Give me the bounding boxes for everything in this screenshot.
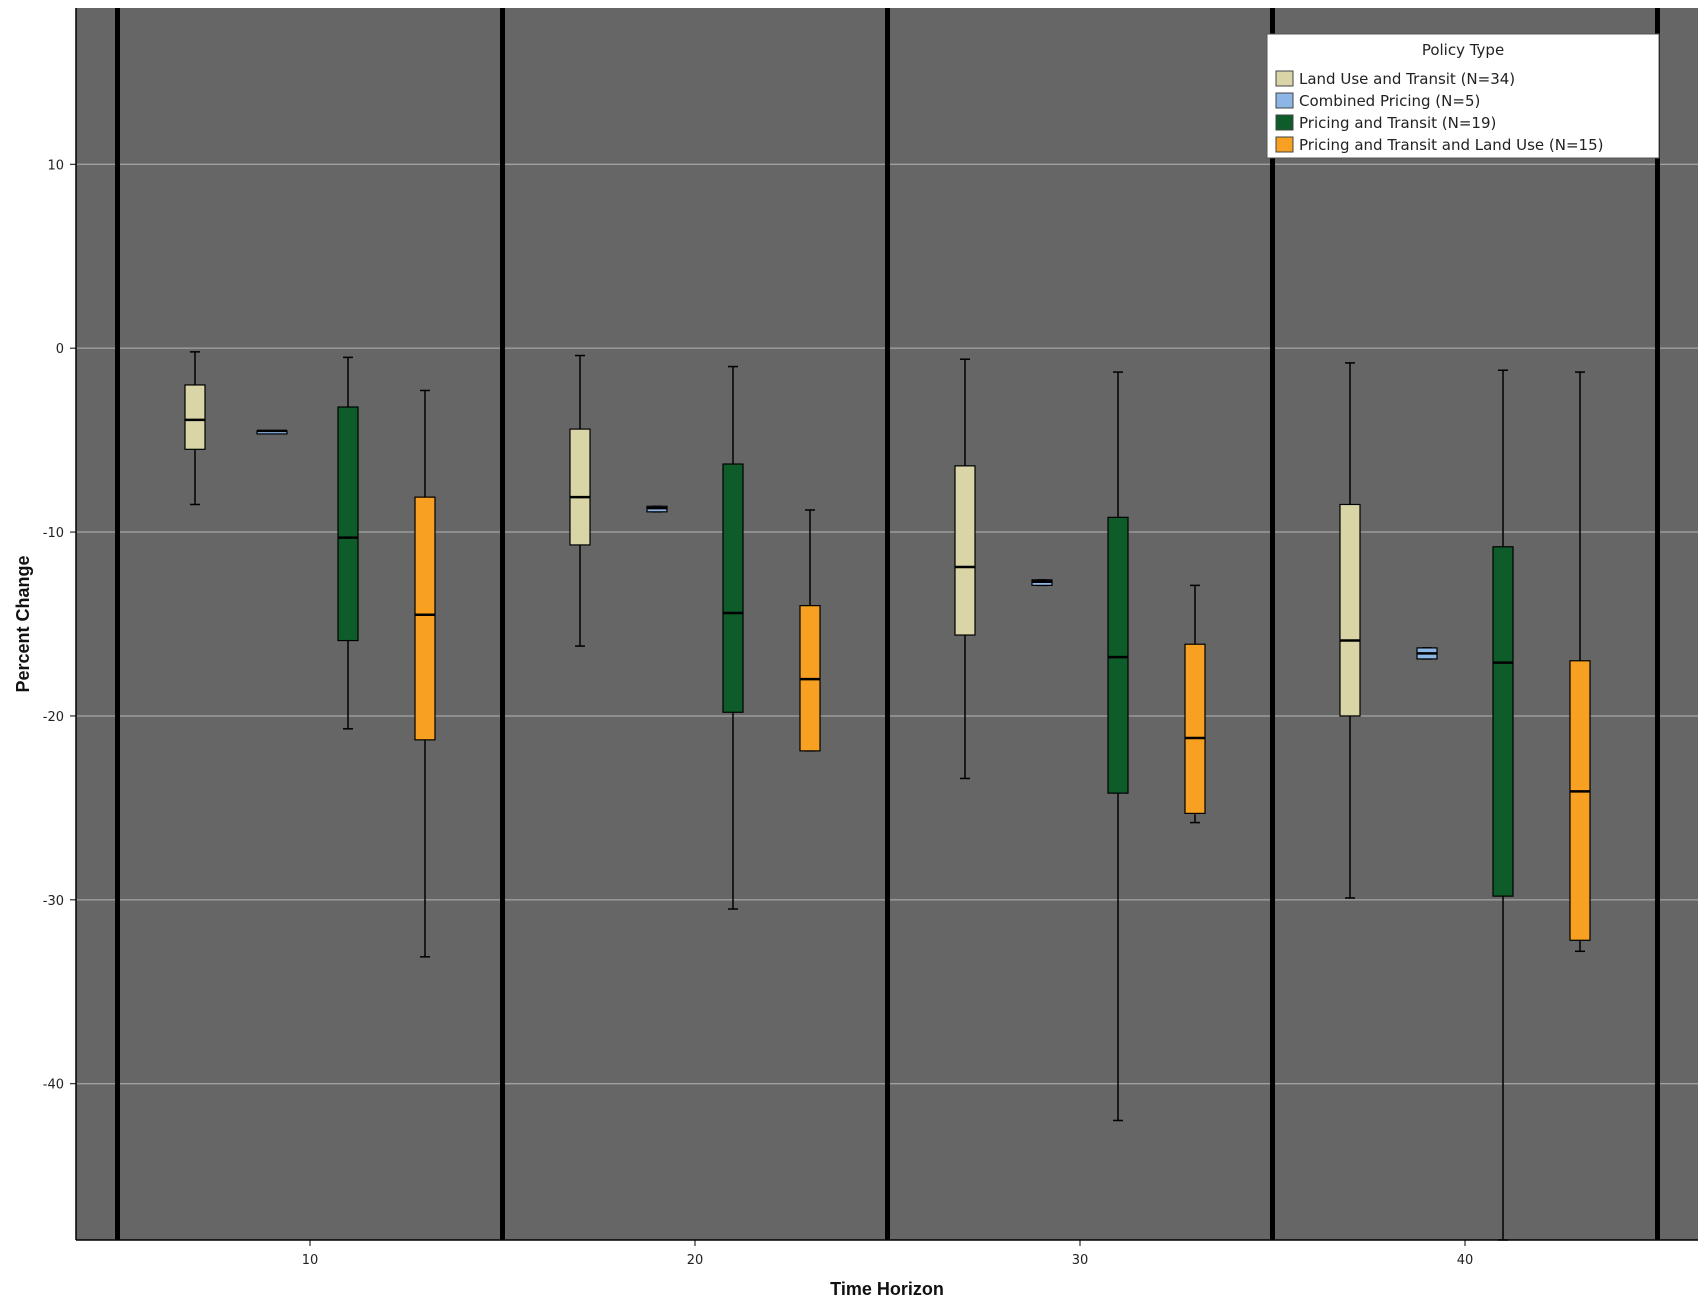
x-tick-label: 10 — [302, 1253, 319, 1268]
legend: Policy Type Land Use and Transit (N=34) C… — [1266, 33, 1660, 159]
legend-entries: Land Use and Transit (N=34) Combined Pric… — [1275, 70, 1603, 154]
box — [184, 384, 206, 450]
boxplot — [722, 365, 744, 910]
legend-swatch — [1275, 136, 1294, 153]
boxplot — [414, 389, 436, 958]
y-tick-label: -30 — [43, 894, 64, 909]
box — [954, 465, 976, 636]
boxplot — [1339, 362, 1361, 899]
boxplot — [954, 358, 976, 780]
boxplot — [1107, 371, 1129, 1122]
y-tick-label: -40 — [43, 1078, 64, 1093]
boxplot — [799, 509, 821, 752]
legend-box — [1266, 33, 1660, 159]
boxplot — [1569, 371, 1591, 953]
boxplot — [184, 351, 206, 506]
legend-label: Combined Pricing (N=5) — [1299, 92, 1480, 110]
boxplot — [1492, 369, 1514, 1241]
boxplot — [1031, 579, 1053, 587]
x-tick-label: 30 — [1072, 1253, 1089, 1268]
boxplot — [1184, 584, 1206, 824]
legend-swatch — [1275, 92, 1294, 109]
x-tick-label: 20 — [687, 1253, 704, 1268]
y-tick-label: 0 — [56, 342, 64, 357]
box — [1184, 643, 1206, 814]
group-separators — [115, 8, 1660, 1240]
legend-label: Pricing and Transit (N=19) — [1299, 114, 1496, 132]
legend-title: Policy Type — [1422, 41, 1504, 59]
boxplots — [184, 351, 1591, 1241]
box — [1339, 503, 1361, 717]
box — [414, 496, 436, 741]
box — [1492, 546, 1514, 897]
legend-label: Pricing and Transit and Land Use (N=15) — [1299, 136, 1603, 154]
y-axis-title: Percent Change — [13, 555, 33, 692]
x-tick-label: 40 — [1457, 1253, 1474, 1268]
legend-swatch — [1275, 70, 1294, 87]
boxplot — [1416, 647, 1438, 660]
box — [1107, 516, 1129, 794]
box — [722, 463, 744, 713]
boxplot — [337, 356, 359, 730]
boxplot — [256, 429, 288, 435]
legend-label: Land Use and Transit (N=34) — [1299, 70, 1515, 88]
y-axis-ticks: 10 0 -10 -20 -30 -40 — [43, 158, 76, 1093]
y-tick-label: -10 — [43, 526, 64, 541]
box — [337, 406, 359, 642]
x-axis-ticks: 10 20 30 40 — [302, 1240, 1474, 1268]
y-tick-label: -20 — [43, 710, 64, 725]
x-axis-title: Time Horizon — [830, 1279, 944, 1299]
boxplot — [646, 505, 668, 513]
legend-swatch — [1275, 114, 1294, 131]
boxplot — [569, 354, 591, 647]
box — [1569, 660, 1591, 941]
y-tick-label: 10 — [47, 158, 64, 173]
box — [569, 428, 591, 546]
